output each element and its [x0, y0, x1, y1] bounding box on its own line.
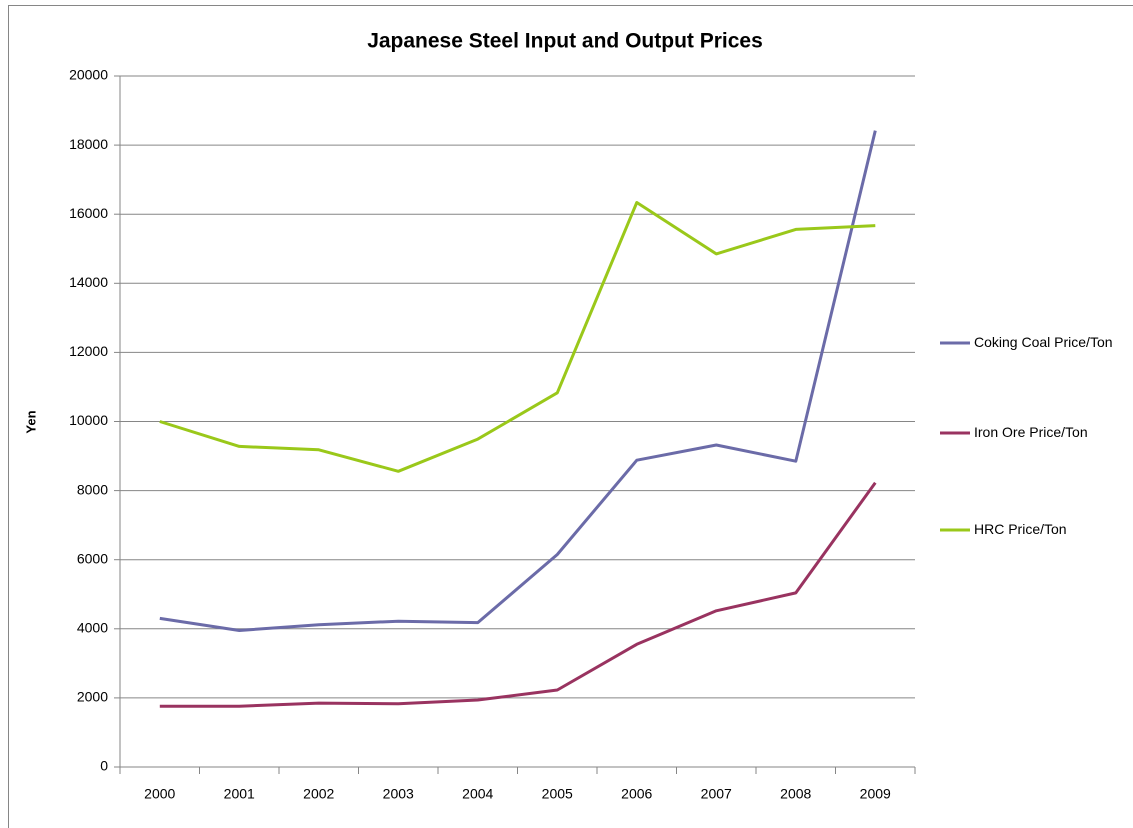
x-tick-label: 2003 — [383, 786, 414, 802]
x-tick-label: 2001 — [224, 786, 255, 802]
y-tick-label: 10000 — [69, 412, 108, 428]
y-tick-label: 2000 — [77, 689, 108, 705]
legend-entry: HRC Price/Ton — [974, 521, 1067, 537]
y-tick-label: 16000 — [69, 205, 108, 221]
series-line — [159, 201, 876, 473]
legend-label: Iron Ore Price/Ton — [974, 424, 1088, 440]
y-axis-label: Yen — [23, 410, 38, 433]
y-tick-label: 14000 — [69, 274, 108, 290]
x-tick-label: 2007 — [701, 786, 732, 802]
y-tick-label: 0 — [100, 758, 108, 774]
x-tick-label: 2006 — [621, 786, 652, 802]
x-tick-label: 2004 — [462, 786, 493, 802]
chart-frame — [8, 5, 1133, 828]
y-tick-label: 18000 — [69, 136, 108, 152]
x-tick-label: 2009 — [860, 786, 891, 802]
y-tick-label: 12000 — [69, 343, 108, 359]
legend-entry: Iron Ore Price/Ton — [974, 424, 1088, 440]
y-tick-label: 20000 — [69, 67, 108, 83]
x-tick-label: 2008 — [780, 786, 811, 802]
y-tick-label: 6000 — [77, 550, 108, 566]
legend-label: Coking Coal Price/Ton — [974, 334, 1113, 350]
chart-title: Japanese Steel Input and Output Prices — [367, 30, 763, 53]
series-line — [159, 130, 877, 632]
y-tick-label: 8000 — [77, 481, 108, 497]
x-tick-label: 2005 — [542, 786, 573, 802]
y-tick-label: 4000 — [77, 620, 108, 636]
x-tick-label: 2002 — [303, 786, 334, 802]
x-tick-label: 2000 — [144, 786, 175, 802]
series-line — [159, 481, 877, 708]
legend-label: HRC Price/Ton — [974, 521, 1067, 537]
legend-entry: Coking Coal Price/Ton — [974, 334, 1113, 350]
